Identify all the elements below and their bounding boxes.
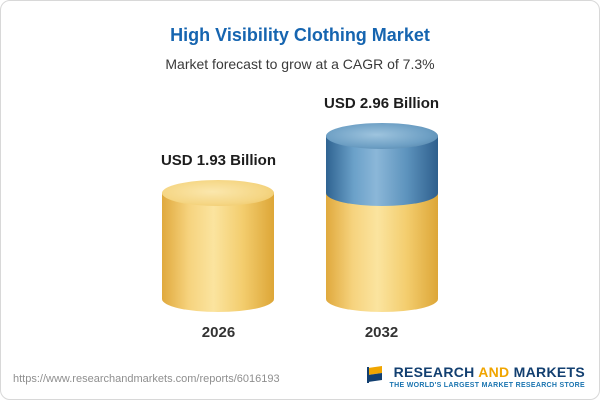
bar-group-2026: USD 1.93 Billion 2026 <box>161 152 276 341</box>
logo-icon <box>366 365 384 388</box>
chart-plot-area: USD 1.93 Billion 2026 USD 2.96 Billion 2… <box>1 95 599 341</box>
logo-tagline: THE WORLD'S LARGEST MARKET RESEARCH STOR… <box>389 382 585 389</box>
chart-title: High Visibility Clothing Market <box>170 25 430 45</box>
value-label-2026: USD 1.93 Billion <box>160 151 276 169</box>
axis-label-2026: 2026 <box>201 324 236 341</box>
value-label-2032: USD 2.96 Billion <box>324 95 440 113</box>
chart-subtitle: Market forecast to grow at a CAGR of 7.3… <box>165 56 435 72</box>
logo-word-and: AND <box>478 364 510 380</box>
cylinder-top-cap <box>162 179 275 206</box>
axis-label-2032: 2032 <box>364 324 399 341</box>
report-url[interactable]: https://www.researchandmarkets.com/repor… <box>13 373 280 385</box>
cylinder-top-cap <box>325 123 438 150</box>
bar-2032-base-segment <box>325 192 438 312</box>
logo-text: RESEARCH AND MARKETS THE WORLD'S LARGEST… <box>390 364 585 389</box>
bar-2026-cylinder <box>162 179 275 312</box>
bar-2032-cylinder <box>325 123 438 312</box>
logo-name: RESEARCH AND MARKETS <box>394 364 585 380</box>
bar-group-2032: USD 2.96 Billion 2032 <box>324 95 439 341</box>
logo-word-markets: MARKETS <box>513 364 585 380</box>
bar-2026-segment <box>162 192 275 312</box>
research-and-markets-logo[interactable]: RESEARCH AND MARKETS THE WORLD'S LARGEST… <box>366 364 585 389</box>
logo-word-research: RESEARCH <box>393 364 475 380</box>
